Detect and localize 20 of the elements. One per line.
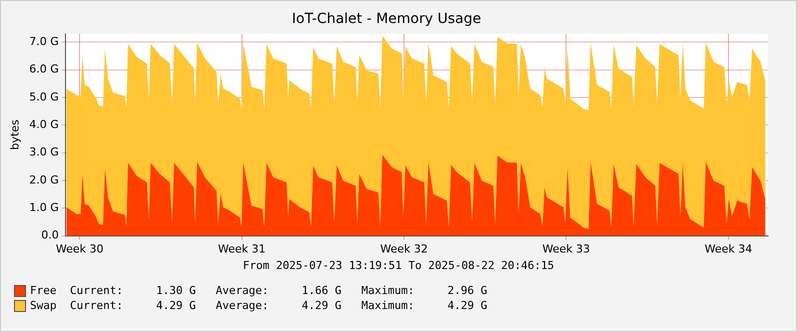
legend-label: Free xyxy=(30,284,58,297)
y-tick-label: 0.0 xyxy=(41,228,59,242)
y-tick-label: 5.0 G xyxy=(29,90,59,104)
x-tick-label: Week 34 xyxy=(704,242,752,256)
y-tick-label: 7.0 G xyxy=(29,34,59,48)
y-tick-label: 1.0 G xyxy=(29,200,59,214)
x-tick-label: Week 31 xyxy=(218,242,266,256)
text: Current: 1.30 G Average: 1.66 G Maximum: 2.96 G xyxy=(70,284,488,297)
chart-title: IoT-Chalet - Memory Usage xyxy=(292,11,482,28)
text: From 2025-07-23 13:19:51 To 2025-08-22 20:46:15 xyxy=(242,259,556,274)
y-tick-label: 6.0 G xyxy=(29,62,59,76)
y-axis-title: bytes xyxy=(8,119,22,150)
x-tick-label: Week 32 xyxy=(380,242,428,256)
text: Current: 4.29 G Average: 4.29 G Maximum: 4.29 G xyxy=(70,299,488,312)
y-tick-label: 3.0 G xyxy=(29,146,59,159)
y-tick-label: 2.0 G xyxy=(29,173,59,186)
x-tick-label: Week 30 xyxy=(56,242,104,256)
legend-label: Swap xyxy=(30,299,58,312)
x-tick-label: Week 33 xyxy=(542,242,590,256)
y-tick-label: 4.0 G xyxy=(29,118,59,131)
